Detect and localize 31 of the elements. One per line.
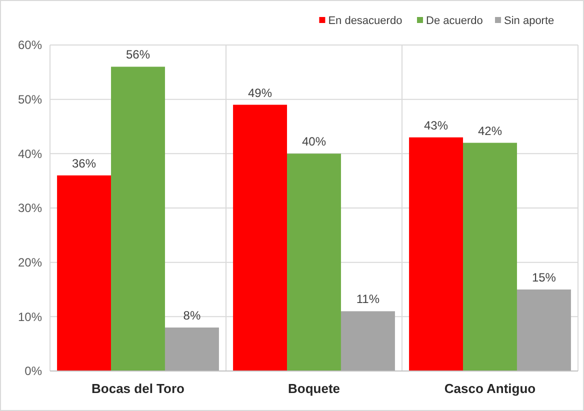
- x-tick-label: Casco Antiguo: [444, 381, 536, 396]
- data-label: 11%: [356, 292, 380, 306]
- data-label: 49%: [248, 86, 272, 100]
- legend-label: En desacuerdo: [328, 15, 402, 27]
- data-label: 43%: [424, 118, 448, 132]
- legend-label: De acuerdo: [426, 15, 483, 27]
- data-label: 42%: [478, 124, 502, 138]
- bar: [409, 137, 464, 371]
- x-tick-label: Boquete: [288, 381, 340, 396]
- y-tick-label: 60%: [18, 38, 42, 52]
- bar: [340, 311, 395, 371]
- bar: [287, 154, 341, 371]
- bar: [164, 328, 219, 371]
- y-tick-label: 40%: [18, 146, 42, 161]
- data-label: 56%: [126, 48, 150, 62]
- x-tick-label: Bocas del Toro: [92, 381, 185, 396]
- y-tick-label: 10%: [18, 310, 42, 324]
- bar: [516, 290, 571, 371]
- bar: [111, 66, 165, 371]
- data-label: 15%: [532, 270, 556, 284]
- y-tick-label: 30%: [18, 201, 42, 216]
- y-tick-label: 0%: [24, 364, 42, 378]
- data-label: 8%: [183, 308, 201, 323]
- bar: [463, 142, 517, 371]
- data-label: 36%: [72, 156, 96, 170]
- y-tick-label: 20%: [18, 256, 42, 270]
- bar: [57, 175, 112, 371]
- bar: [233, 104, 288, 371]
- y-tick-label: 50%: [18, 92, 42, 107]
- legend-label: Sin aporte: [504, 15, 554, 27]
- data-label: 40%: [302, 134, 326, 149]
